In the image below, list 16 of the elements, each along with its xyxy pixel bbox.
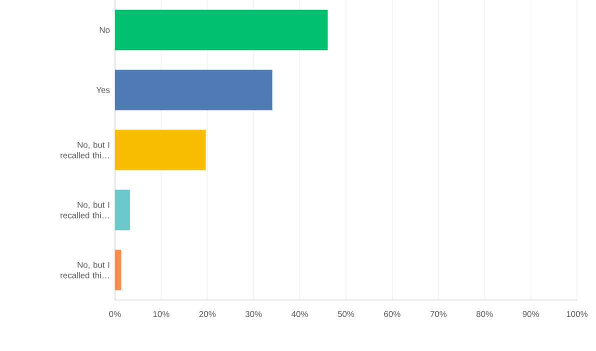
y-tick-label: No, but I recalled thi… xyxy=(60,202,110,218)
x-tick-label: 50% xyxy=(338,311,354,318)
x-tick-label: 20% xyxy=(199,311,216,318)
x-tick-label: 30% xyxy=(245,311,262,318)
x-tick-label: 0% xyxy=(109,311,121,318)
x-tick-label: 90% xyxy=(522,311,539,318)
y-tick-label: No, but I recalled thi… xyxy=(60,262,110,278)
x-tick-label: 10% xyxy=(153,311,170,318)
x-tick-label: 100% xyxy=(566,311,588,318)
y-tick-label: No xyxy=(100,27,110,33)
x-tick-label: 70% xyxy=(430,311,447,318)
x-tick-label: 60% xyxy=(384,311,400,318)
x-tick-label: 40% xyxy=(292,311,308,318)
x-tick-label: 80% xyxy=(476,311,493,318)
y-tick-label: No, but I recalled thi… xyxy=(60,142,110,158)
y-tick-label: Yes xyxy=(96,87,110,93)
